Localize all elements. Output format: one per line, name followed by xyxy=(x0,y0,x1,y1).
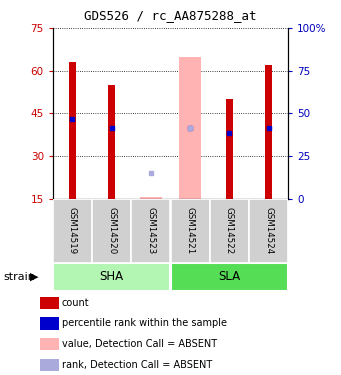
Bar xyxy=(108,85,115,199)
Bar xyxy=(40,358,59,371)
Text: GSM14519: GSM14519 xyxy=(68,207,77,254)
Bar xyxy=(170,262,288,291)
Text: SHA: SHA xyxy=(100,270,124,283)
Text: GSM14521: GSM14521 xyxy=(186,207,195,254)
Text: ▶: ▶ xyxy=(30,272,38,282)
Bar xyxy=(226,99,233,199)
Bar xyxy=(179,57,201,199)
Bar xyxy=(69,62,76,199)
Bar xyxy=(53,199,92,262)
Bar xyxy=(210,199,249,262)
Bar xyxy=(92,199,131,262)
Text: SLA: SLA xyxy=(218,270,240,283)
Bar xyxy=(40,317,59,330)
Text: value, Detection Call = ABSENT: value, Detection Call = ABSENT xyxy=(62,339,217,349)
Text: GSM14524: GSM14524 xyxy=(264,207,273,254)
Text: count: count xyxy=(62,298,90,308)
Bar xyxy=(265,65,272,199)
Bar xyxy=(53,262,170,291)
Text: GSM14522: GSM14522 xyxy=(225,207,234,254)
Text: rank, Detection Call = ABSENT: rank, Detection Call = ABSENT xyxy=(62,360,212,370)
Bar xyxy=(131,199,170,262)
Text: percentile rank within the sample: percentile rank within the sample xyxy=(62,318,227,328)
Text: GSM14523: GSM14523 xyxy=(146,207,155,254)
Bar xyxy=(40,338,59,350)
Bar xyxy=(140,197,162,199)
Bar xyxy=(249,199,288,262)
Bar xyxy=(40,297,59,309)
Bar xyxy=(170,199,210,262)
Text: GSM14520: GSM14520 xyxy=(107,207,116,254)
Text: strain: strain xyxy=(3,272,35,282)
Text: GDS526 / rc_AA875288_at: GDS526 / rc_AA875288_at xyxy=(84,9,257,22)
